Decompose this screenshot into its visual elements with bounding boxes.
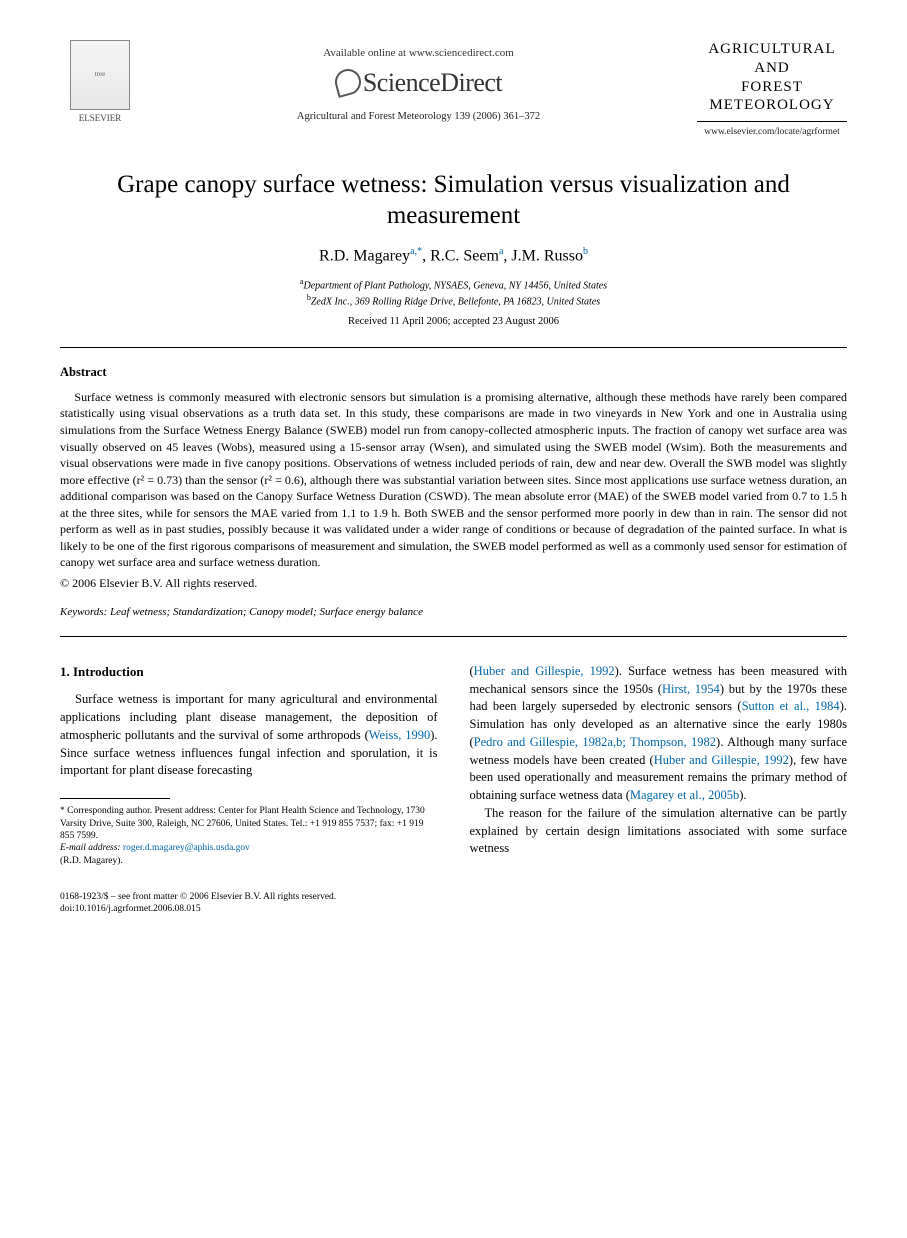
abstract-body: Surface wetness is commonly measured wit…: [60, 389, 847, 571]
author-2: R.C. Seem: [430, 248, 499, 265]
author-3: J.M. Russo: [511, 248, 583, 265]
affil-a-text: Department of Plant Pathology, NYSAES, G…: [303, 281, 607, 292]
affil-b-text: ZedX Inc., 369 Rolling Ridge Drive, Bell…: [311, 296, 600, 307]
journal-name: AGRICULTURAL AND FOREST METEOROLOGY: [697, 40, 847, 122]
affil-a: aDepartment of Plant Pathology, NYSAES, …: [60, 277, 847, 293]
elsevier-tree-icon: tree: [70, 40, 130, 110]
footnote-email-line: E-mail address: roger.d.magarey@aphis.us…: [60, 842, 438, 854]
journal-name-l3: FOREST: [697, 78, 847, 97]
intro-para-2: The reason for the failure of the simula…: [470, 805, 848, 858]
rule-bottom: [60, 636, 847, 637]
journal-box: AGRICULTURAL AND FOREST METEOROLOGY www.…: [697, 40, 847, 139]
abstract-text: Surface wetness is commonly measured wit…: [60, 389, 847, 571]
column-left: 1. Introduction Surface wetness is impor…: [60, 663, 438, 867]
intro-para-1: Surface wetness is important for many ag…: [60, 691, 438, 780]
sciencedirect-swirl-icon: [332, 66, 364, 98]
journal-url: www.elsevier.com/locate/agrformet: [697, 126, 847, 139]
intro-para-1-cont: (Huber and Gillespie, 1992). Surface wet…: [470, 663, 848, 805]
sciencedirect-logo: ScienceDirect: [140, 65, 697, 100]
journal-name-l2: AND: [697, 59, 847, 78]
journal-reference: Agricultural and Forest Meteorology 139 …: [140, 110, 697, 124]
author-list: R.D. Magareya,*, R.C. Seema, J.M. Russob: [60, 245, 847, 267]
footnote-rule: [60, 798, 170, 799]
footer-copyright: 0168-1923/$ – see front matter © 2006 El…: [60, 891, 847, 903]
page-header: tree ELSEVIER Available online at www.sc…: [60, 40, 847, 139]
footnote-email-who: (R.D. Magarey).: [60, 855, 438, 867]
elsevier-label: ELSEVIER: [60, 112, 140, 124]
email-label: E-mail address:: [60, 843, 121, 853]
c2g: ).: [739, 788, 746, 802]
available-online-text: Available online at www.sciencedirect.co…: [140, 46, 697, 61]
affil-b: bZedX Inc., 369 Rolling Ridge Drive, Bel…: [60, 293, 847, 309]
email-address[interactable]: roger.d.magarey@aphis.usda.gov: [123, 843, 250, 853]
article-dates: Received 11 April 2006; accepted 23 Augu…: [60, 315, 847, 329]
elsevier-logo: tree ELSEVIER: [60, 40, 140, 124]
center-header: Available online at www.sciencedirect.co…: [140, 40, 697, 124]
cite-weiss[interactable]: Weiss, 1990: [369, 728, 430, 742]
keywords-label: Keywords:: [60, 606, 107, 618]
author-2-affil: a: [499, 246, 503, 257]
keywords: Keywords: Leaf wetness; Standardization;…: [60, 605, 847, 620]
title-block: Grape canopy surface wetness: Simulation…: [60, 169, 847, 329]
abstract-copyright: © 2006 Elsevier B.V. All rights reserved…: [60, 575, 847, 591]
footer-doi: doi:10.1016/j.agrformet.2006.08.015: [60, 903, 847, 915]
cite-magarey[interactable]: Magarey et al., 2005b: [630, 788, 739, 802]
abstract-section: Abstract Surface wetness is commonly mea…: [60, 364, 847, 620]
article-title: Grape canopy surface wetness: Simulation…: [60, 169, 847, 232]
column-right: (Huber and Gillespie, 1992). Surface wet…: [470, 663, 848, 867]
journal-name-l4: METEOROLOGY: [697, 96, 847, 115]
author-1: R.D. Magarey: [319, 248, 410, 265]
keywords-text: Leaf wetness; Standardization; Canopy mo…: [107, 606, 423, 618]
cite-sutton[interactable]: Sutton et al., 1984: [742, 699, 840, 713]
body-columns: 1. Introduction Surface wetness is impor…: [60, 663, 847, 867]
cite-huber2[interactable]: Huber and Gillespie, 1992: [654, 753, 789, 767]
corresponding-footnote: * Corresponding author. Present address:…: [60, 805, 438, 867]
intro-heading: 1. Introduction: [60, 663, 438, 681]
author-3-affil: b: [583, 246, 588, 257]
journal-name-l1: AGRICULTURAL: [697, 40, 847, 59]
affiliations: aDepartment of Plant Pathology, NYSAES, …: [60, 277, 847, 309]
cite-huber1[interactable]: Huber and Gillespie, 1992: [474, 664, 615, 678]
page-footer: 0168-1923/$ – see front matter © 2006 El…: [60, 891, 847, 916]
cite-hirst[interactable]: Hirst, 1954: [662, 682, 720, 696]
rule-top: [60, 347, 847, 348]
cite-pedro[interactable]: Pedro and Gillespie, 1982a,b; Thompson, …: [474, 735, 716, 749]
sciencedirect-text: ScienceDirect: [363, 68, 502, 97]
abstract-heading: Abstract: [60, 364, 847, 381]
footnote-corr: * Corresponding author. Present address:…: [60, 805, 438, 842]
author-1-corr: *: [417, 246, 422, 257]
